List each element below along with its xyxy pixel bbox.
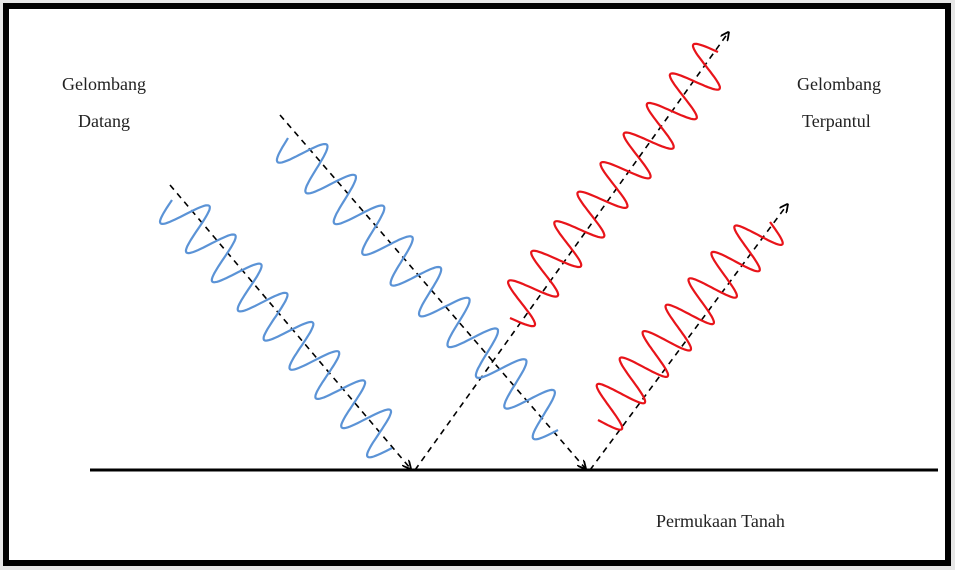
incident-ray <box>169 184 410 468</box>
incident-label: Datang <box>78 111 130 131</box>
reflected-ray <box>414 33 728 471</box>
reflected-label: Gelombang <box>797 74 881 94</box>
wave <box>158 199 393 459</box>
wave <box>595 221 784 431</box>
wave <box>506 42 722 328</box>
reflected-label: Terpantul <box>802 111 871 131</box>
ground-label: Permukaan Tanah <box>656 511 785 531</box>
waves <box>158 42 784 459</box>
incident-label: Gelombang <box>62 74 146 94</box>
incident-ray <box>279 114 585 468</box>
wave <box>275 137 559 441</box>
